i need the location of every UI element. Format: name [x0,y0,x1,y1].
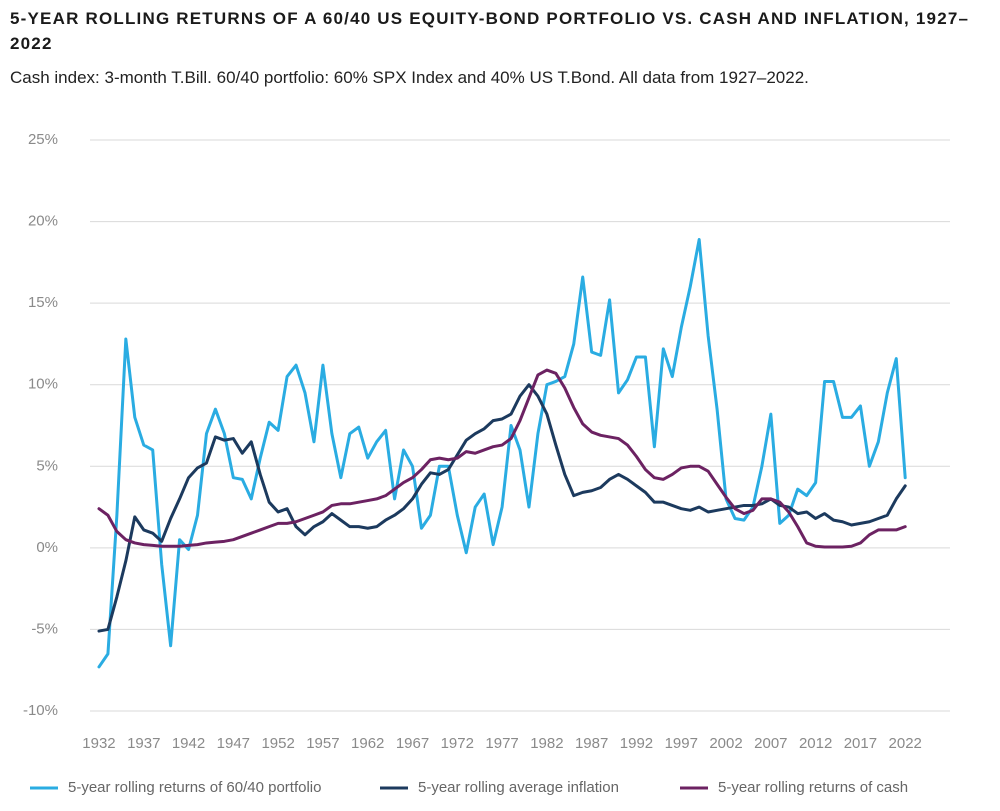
y-tick-label: 20% [28,213,58,230]
x-tick-label: 1972 [441,735,474,752]
y-tick-label: 10% [28,376,58,393]
data-line [97,368,907,549]
x-tick-label: 1937 [127,735,160,752]
x-tick-label: 1947 [217,735,250,752]
x-tick-label: 2007 [754,735,787,752]
legend-label: 5-year rolling returns of 60/40 portfoli… [68,779,321,796]
x-tick-label: 1957 [306,735,339,752]
x-tick-label: 2012 [799,735,832,752]
y-tick-label: 25% [28,131,58,148]
y-tick-label: 15% [28,294,58,311]
y-tick-label: -5% [31,620,58,637]
x-tick-label: 1967 [396,735,429,752]
x-tick-label: 2017 [844,735,877,752]
x-tick-label: 1932 [82,735,115,752]
x-tick-label: 1997 [665,735,698,752]
x-tick-label: 1982 [530,735,563,752]
chart-subtitle: Cash index: 3-month T.Bill. 60/40 portfo… [10,68,809,87]
x-tick-label: 1942 [172,735,205,752]
x-tick-label: 1952 [261,735,294,752]
x-tick-label: 1977 [485,735,518,752]
legend-label: 5-year rolling returns of cash [718,779,908,796]
y-tick-label: 5% [36,457,58,474]
legend-label: 5-year rolling average inflation [418,779,619,796]
x-tick-label: 1962 [351,735,384,752]
data-line [97,238,907,669]
x-tick-label: 2002 [709,735,742,752]
x-tick-label: 1987 [575,735,608,752]
y-tick-label: 0% [36,539,58,556]
y-tick-label: -10% [23,702,58,719]
chart-title: 5-YEAR ROLLING RETURNS OF A 60/40 US EQU… [10,9,970,53]
x-tick-label: 2022 [889,735,922,752]
x-tick-label: 1992 [620,735,653,752]
